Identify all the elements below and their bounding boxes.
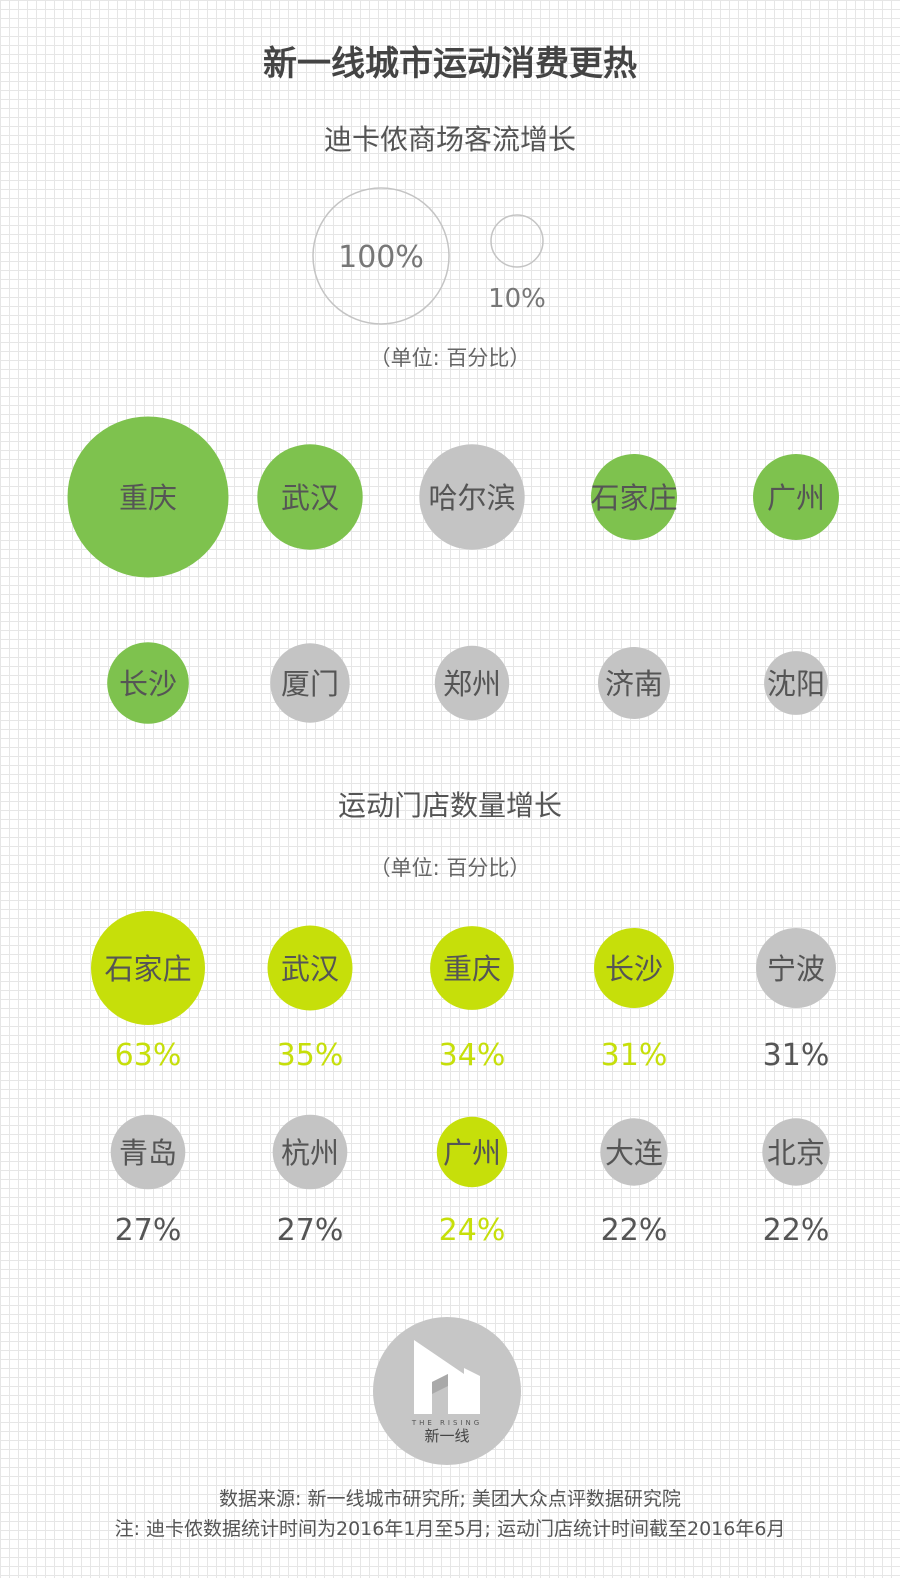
- store-bubble-label-宁波: 宁波: [767, 952, 825, 986]
- store-bubble-label-青岛: 青岛: [119, 1136, 177, 1170]
- bubble-长沙: [107, 642, 189, 724]
- store-value-广州: 24%: [439, 1213, 506, 1248]
- store-value-长沙: 31%: [601, 1038, 668, 1073]
- bubble-郑州: [434, 645, 510, 721]
- legend-label-small: 10%: [488, 284, 546, 314]
- store-bubble-label-杭州: 杭州: [281, 1136, 339, 1170]
- store-bubble-武汉: [267, 925, 353, 1011]
- store-bubble-label-广州: 广州: [443, 1136, 501, 1170]
- chart2-unit: （单位: 百分比）: [369, 856, 531, 880]
- store-value-杭州: 27%: [277, 1213, 344, 1248]
- store-value-重庆: 34%: [439, 1038, 506, 1073]
- bubble-厦门: [270, 643, 350, 723]
- store-bubble-label-大连: 大连: [605, 1136, 663, 1170]
- store-value-大连: 22%: [601, 1213, 668, 1248]
- logo-tagline: THE RISING: [411, 1419, 482, 1427]
- logo-name: 新一线: [424, 1427, 469, 1445]
- chart2-title: 运动门店数量增长: [337, 789, 562, 822]
- bubble-哈尔滨: [419, 444, 525, 550]
- logo-circle: [373, 1317, 521, 1465]
- store-bubble-label-武汉: 武汉: [281, 952, 339, 986]
- legend-label-large: 100%: [338, 240, 424, 275]
- store-bubble-石家庄: [91, 911, 205, 1025]
- bubble-广州: [753, 454, 839, 540]
- bubble-label-长沙: 长沙: [119, 667, 177, 701]
- chart1-title: 迪卡侬商场客流增长: [323, 123, 576, 156]
- store-value-青岛: 27%: [115, 1213, 182, 1248]
- store-bubble-label-北京: 北京: [767, 1136, 825, 1170]
- store-value-石家庄: 63%: [115, 1038, 182, 1073]
- size-legend: 100% 10%: [312, 187, 546, 325]
- store-bubble-杭州: [272, 1114, 348, 1190]
- bubble-label-武汉: 武汉: [281, 481, 339, 515]
- legend-circle-large: [312, 187, 450, 325]
- bubble-label-沈阳: 沈阳: [767, 667, 825, 701]
- store-bubble-北京: [762, 1118, 830, 1186]
- bubble-重庆: [67, 416, 229, 578]
- legend-circle-small: [490, 214, 544, 268]
- building-play-icon: [414, 1340, 480, 1414]
- bubble-label-厦门: 厦门: [281, 667, 339, 701]
- footer-note: 注: 迪卡侬数据统计时间为2016年1月至5月; 运动门店统计时间截至2016年…: [114, 1518, 786, 1540]
- main-title: 新一线城市运动消费更热: [263, 44, 637, 84]
- store-bubble-广州: [436, 1116, 508, 1188]
- store-bubble-label-重庆: 重庆: [443, 952, 501, 986]
- bubble-label-郑州: 郑州: [443, 667, 501, 701]
- store-value-武汉: 35%: [277, 1038, 344, 1073]
- bubble-label-石家庄: 石家庄: [590, 481, 677, 515]
- store-value-宁波: 31%: [763, 1038, 830, 1073]
- bubble-石家庄: [591, 454, 677, 540]
- store-bubble-label-长沙: 长沙: [605, 952, 663, 986]
- bubble-沈阳: [764, 651, 828, 715]
- bubble-label-济南: 济南: [605, 667, 663, 701]
- store-bubble-宁波: [756, 928, 836, 1008]
- store-bubble-青岛: [110, 1114, 186, 1190]
- store-bubble-label-石家庄: 石家庄: [104, 952, 191, 986]
- bubble-label-哈尔滨: 哈尔滨: [428, 481, 515, 515]
- bubble-济南: [598, 647, 670, 719]
- store-bubble-长沙: [594, 928, 674, 1008]
- chart1-unit: （单位: 百分比）: [369, 346, 531, 370]
- bubble-label-重庆: 重庆: [119, 481, 177, 515]
- chart2-bubbles: 石家庄 63% 武汉 35% 重庆 34% 长沙 31% 宁波 31% 青岛 27% 杭州 27% 广州 24…: [91, 911, 836, 1248]
- store-bubble-大连: [600, 1118, 668, 1186]
- footer-source: 数据来源: 新一线城市研究所; 美团大众点评数据研究院: [219, 1488, 681, 1510]
- store-bubble-重庆: [430, 926, 514, 1010]
- store-value-北京: 22%: [763, 1213, 830, 1248]
- logo: THE RISING 新一线: [373, 1317, 521, 1465]
- bubble-label-广州: 广州: [767, 481, 825, 515]
- bubble-武汉: [257, 444, 363, 550]
